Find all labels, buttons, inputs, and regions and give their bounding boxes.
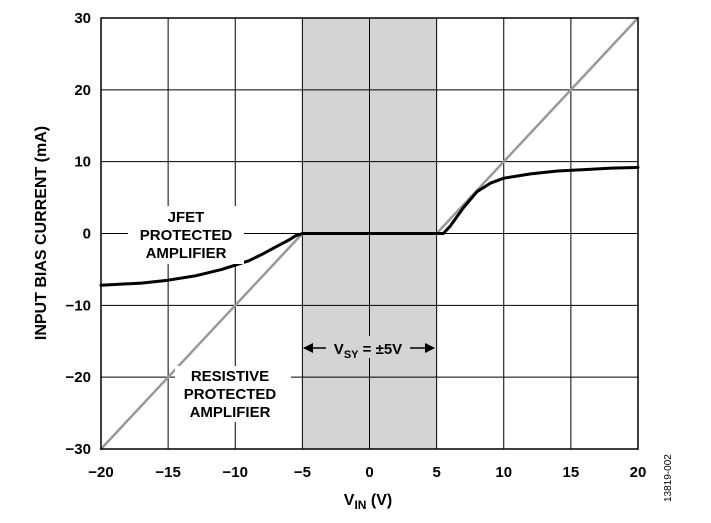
tick-labels: −20 −15 −10 −5 0 5 10 15 20 30 20 10 0 −10 −20 −30 (66, 10, 647, 481)
plot-frame (100, 17, 639, 450)
resistive-label-line3: AMPLIFIER (190, 404, 271, 421)
jfet-label-line3: AMPLIFIER (146, 245, 227, 262)
jfet-annotation: JFET PROTECTED AMPLIFIER (128, 206, 244, 264)
x-axis-label: VIN (V) (344, 492, 392, 512)
y-tick-label: 10 (74, 154, 91, 171)
x-tick-label: 10 (495, 464, 512, 481)
y-tick-label: 0 (83, 226, 91, 243)
x-tick-label: −10 (223, 464, 248, 481)
x-tick-label: 0 (365, 464, 373, 481)
x-tick-label: −20 (88, 464, 113, 481)
jfet-series-line (99, 165, 640, 287)
y-tick-label: 20 (74, 82, 91, 99)
x-tick-label: 5 (432, 464, 440, 481)
y-tick-label: 30 (74, 10, 91, 27)
series-layer (99, 16, 640, 451)
resistive-annotation: RESISTIVE PROTECTED AMPLIFIER (175, 366, 291, 422)
vsy-arrow-left-head (303, 343, 313, 353)
y-axis-label: INPUT BIAS CURRENT (mA) (33, 126, 50, 340)
y-tick-label: −30 (66, 441, 91, 458)
x-tick-label: −15 (155, 464, 180, 481)
y-tick-label: −20 (66, 369, 91, 386)
vsy-label: VSY = ±5V (334, 341, 402, 361)
jfet-label-line1: JFET (168, 209, 205, 226)
resistive-label-line2: PROTECTED (184, 386, 277, 403)
x-tick-label: −5 (294, 464, 311, 481)
figure-id: 13819-002 (663, 454, 674, 502)
x-tick-label: 15 (563, 464, 580, 481)
jfet-label-line2: PROTECTED (140, 227, 233, 244)
x-tick-label: 20 (630, 464, 647, 481)
y-tick-label: −10 (66, 297, 91, 314)
vsy-arrow-right-head (425, 343, 435, 353)
vsy-annotation: VSY = ±5V (303, 336, 435, 361)
resistive-label-line1: RESISTIVE (191, 368, 269, 385)
